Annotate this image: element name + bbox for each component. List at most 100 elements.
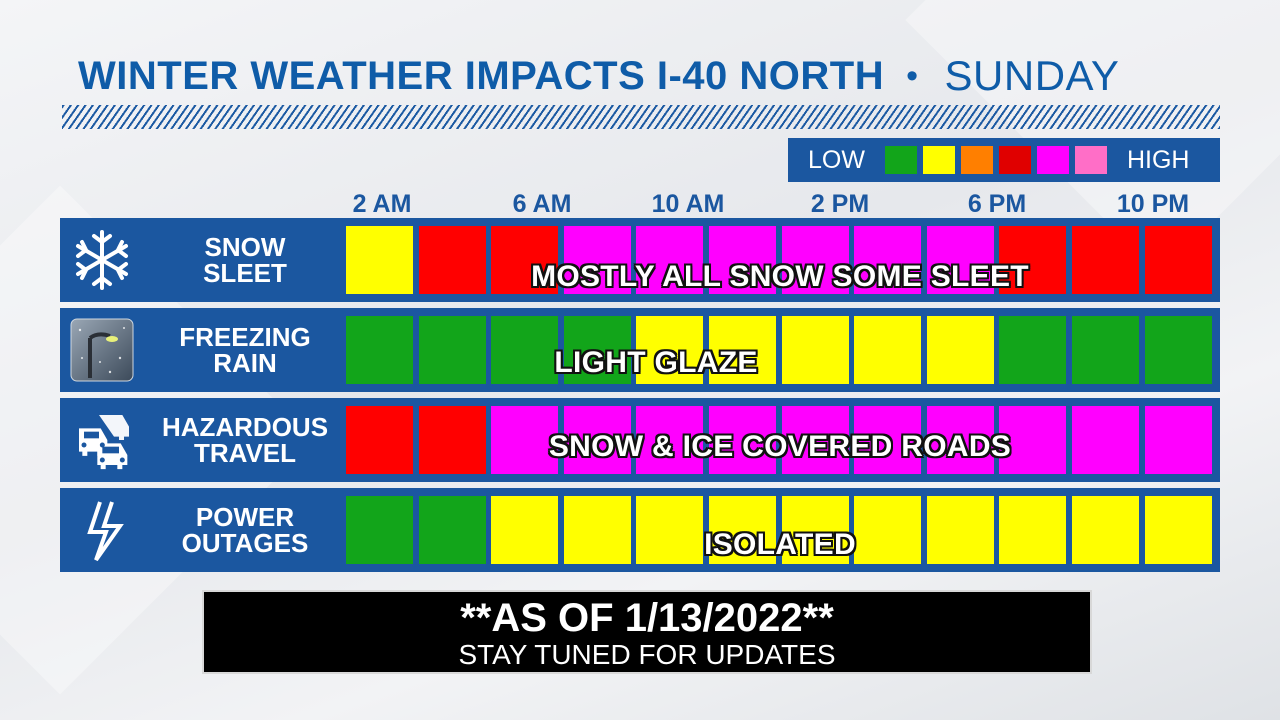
as-of-date: **AS OF 1/13/2022** [460,596,834,640]
legend-high-label: HIGH [1126,145,1190,174]
hour-label: 2 AM [352,190,412,218]
hour-label: 6 AM [512,190,572,218]
impact-cell [418,406,486,474]
impact-cell [709,406,776,474]
row-label-line1: POWER [195,502,295,532]
impact-cell [418,316,486,384]
hour-axis: 2 AM 6 AM 10 AM 2 PM 6 PM 10 PM [0,190,1280,220]
hour-label: 10 PM [1116,190,1190,218]
hour-label: 6 PM [967,190,1027,218]
row-label-line2: RAIN [213,348,277,378]
lightning-icon [70,498,134,562]
impact-cell [1144,226,1212,294]
impact-cell [709,496,776,564]
impact-cell [563,496,631,564]
impact-cell [636,316,704,384]
row-label: SNOW SLEET [150,218,340,302]
legend-swatch [998,146,1031,174]
legend-swatch [960,146,993,174]
impact-cell [491,316,559,384]
row-note: SNOW & ICE COVERED ROADS [548,430,1012,463]
impact-cell [854,406,922,474]
impact-cell [781,316,849,384]
impact-cell [563,226,631,294]
impact-cell [854,316,922,384]
snowflake-icon [70,228,134,292]
impact-cell [491,496,559,564]
impact-cell [563,316,631,384]
impact-cell [926,226,994,294]
row-label-line2: TRAVEL [193,438,297,468]
row-note: LIGHT GLAZE [554,346,758,379]
hour-label: 2 PM [810,190,870,218]
impact-cell [1144,406,1212,474]
impact-cell [636,406,704,474]
impact-cell [346,226,413,294]
impact-cells [346,226,1214,294]
row-note: ISOLATED [704,528,856,561]
title-main: WINTER WEATHER IMPACTS I-40 NORTH [78,53,885,98]
title-separator: • [906,56,919,95]
cars-icon [70,408,134,472]
impact-cell [781,406,849,474]
impact-cell [854,496,922,564]
as-of-banner: **AS OF 1/13/2022** STAY TUNED FOR UPDAT… [202,590,1092,674]
impact-cell [1072,496,1139,564]
legend-swatch [922,146,955,174]
impact-row-freezing-rain: FREEZING RAIN LIGHT GLAZE [60,308,1220,392]
impact-cell [1072,406,1139,474]
impact-cell [926,316,994,384]
hatched-divider [62,105,1220,129]
legend-low-label: LOW [808,145,865,174]
title-day: SUNDAY [944,52,1120,99]
impact-cell [1072,316,1139,384]
impact-cell [999,496,1067,564]
hour-label: 10 AM [651,190,725,218]
impact-cell [491,226,559,294]
row-label-line1: SNOW [204,232,286,262]
impact-cell [709,316,776,384]
row-label-line1: FREEZING [179,322,311,352]
impact-row-power-outages: POWER OUTAGES ISOLATED [60,488,1220,572]
impact-cells [346,316,1214,384]
legend-swatch [1036,146,1069,174]
impact-cell [1072,226,1139,294]
icy-streetlight-icon [70,318,134,382]
impact-cell [346,496,413,564]
row-label: POWER OUTAGES [150,488,340,572]
impact-cell [999,316,1067,384]
impact-cell [926,496,994,564]
legend-swatch [1074,146,1107,174]
impact-cell [563,406,631,474]
impact-cells [346,496,1214,564]
stay-tuned-text: STAY TUNED FOR UPDATES [458,639,836,670]
impact-cells [346,406,1214,474]
impact-cell [1144,496,1212,564]
impact-cell [1144,316,1212,384]
row-label-line1: HAZARDOUS [161,412,329,442]
impact-cell [781,226,849,294]
impact-cell [418,226,486,294]
row-label: FREEZING RAIN [150,308,340,392]
impact-cell [636,226,704,294]
impact-cell [418,496,486,564]
page-title: WINTER WEATHER IMPACTS I-40 NORTH • SUND… [78,50,1218,102]
impact-legend: LOW HIGH [788,138,1220,182]
row-label-line2: OUTAGES [181,528,309,558]
impact-cell [491,406,559,474]
impact-cell [346,316,413,384]
legend-swatch [884,146,917,174]
impact-cell [346,406,413,474]
impact-row-hazardous-travel: HAZARDOUS TRAVEL SNOW & ICE COVERED ROAD… [60,398,1220,482]
impact-cell [999,406,1067,474]
impact-cell [709,226,776,294]
impact-cell [854,226,922,294]
impact-cell [781,496,849,564]
row-label: HAZARDOUS TRAVEL [150,398,340,482]
impact-cell [999,226,1067,294]
impact-cell [926,406,994,474]
row-label-line2: SLEET [203,258,287,288]
row-note: MOSTLY ALL SNOW SOME SLEET [531,260,1029,293]
impact-cell [636,496,704,564]
impact-row-snow-sleet: SNOW SLEET MOSTLY ALL SNOW SOME SLEET [60,218,1220,302]
